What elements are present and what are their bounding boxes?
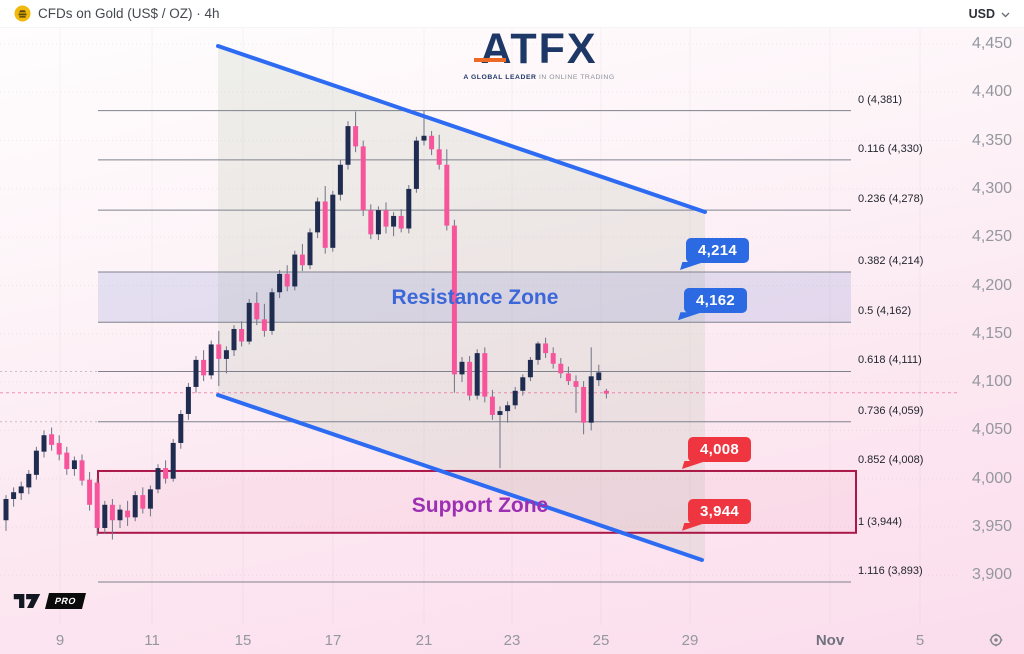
price-callout[interactable]: 3,944 bbox=[682, 498, 752, 531]
tradingview-mark-icon bbox=[13, 593, 41, 609]
fib-level-label: 0 (4,381) bbox=[858, 93, 903, 106]
fib-level-label: 0.618 (4,111) bbox=[858, 354, 922, 367]
symbol-info[interactable]: CFDs on Gold (US$ / OZ) · 4h bbox=[14, 5, 220, 22]
price-tick-label: 4,350 bbox=[972, 131, 1013, 149]
time-tick-label: 23 bbox=[503, 632, 521, 649]
time-tick-label: 9 bbox=[55, 632, 65, 649]
time-tick-label: 17 bbox=[324, 632, 342, 649]
lower-trendline[interactable] bbox=[216, 393, 704, 562]
time-tick-label: 25 bbox=[592, 632, 610, 649]
fib-level-label: 1 (3,944) bbox=[858, 515, 903, 528]
fib-level-label: 0.382 (4,214) bbox=[858, 254, 924, 267]
fib-retracement-lines[interactable] bbox=[0, 110, 851, 583]
price-axis[interactable]: 4,450 4,400 4,350 4,300 4,250 4,200 4,150 4,100… bbox=[960, 0, 1024, 654]
time-tick-label: 21 bbox=[415, 632, 433, 649]
time-tick-label: 5 bbox=[915, 632, 925, 649]
callout-tail bbox=[680, 261, 704, 270]
price-callout[interactable]: 4,214 bbox=[680, 237, 750, 270]
gold-coin-icon bbox=[14, 5, 31, 22]
chevron-down-icon bbox=[1001, 7, 1010, 21]
currency-selector[interactable]: USD bbox=[969, 7, 1010, 21]
fib-level-label: 0.236 (4,278) bbox=[858, 193, 924, 206]
price-tick-label: 4,450 bbox=[972, 35, 1013, 52]
tradingview-logo[interactable]: PRO bbox=[12, 592, 87, 610]
price-callout[interactable]: 4,008 bbox=[682, 436, 752, 469]
atfx-watermark: ATFX A GLOBAL LEADER IN ONLINE TRADING bbox=[460, 26, 618, 82]
price-tick-label: 4,150 bbox=[972, 324, 1013, 342]
fib-level-label: 0.736 (4,059) bbox=[858, 404, 924, 417]
atfx-tagline: A GLOBAL LEADER IN ONLINE TRADING bbox=[463, 74, 615, 82]
time-tick-label: 15 bbox=[234, 632, 252, 649]
time-tick-label: 29 bbox=[681, 632, 699, 649]
upper-trendline[interactable] bbox=[216, 44, 707, 214]
atfx-logo-text: ATFX bbox=[474, 26, 597, 72]
price-tick-label: 4,250 bbox=[972, 228, 1013, 246]
price-tick-label: 4,050 bbox=[972, 421, 1013, 439]
price-tick-label: 4,300 bbox=[972, 179, 1013, 197]
symbol-title: CFDs on Gold (US$ / OZ) · 4h bbox=[38, 6, 220, 21]
time-tick-label: 11 bbox=[144, 632, 160, 649]
price-tick-label: 3,950 bbox=[972, 518, 1013, 535]
fib-level-label: 1.116 (3,893) bbox=[858, 565, 923, 578]
atfx-orange-dash bbox=[474, 58, 507, 62]
price-tick-label: 4,000 bbox=[972, 469, 1013, 487]
chart-header: CFDs on Gold (US$ / OZ) · 4h USD bbox=[0, 0, 1024, 28]
fib-level-label: 0.116 (4,330) bbox=[858, 142, 923, 155]
price-callout[interactable]: 4,162 bbox=[678, 288, 748, 321]
fib-level-label: 0.5 (4,162) bbox=[858, 305, 912, 318]
pro-badge: PRO bbox=[45, 593, 87, 609]
price-tick-label: 4,200 bbox=[972, 276, 1013, 294]
support-zone-label: Support Zone bbox=[411, 494, 549, 517]
resistance-zone-label: Resistance Zone bbox=[391, 286, 559, 309]
horizontal-gridlines bbox=[0, 43, 960, 576]
price-tick-label: 4,400 bbox=[972, 83, 1013, 101]
callout-tail bbox=[678, 312, 702, 321]
fib-level-label: 0.852 (4,008) bbox=[858, 453, 924, 466]
time-axis[interactable]: 9 11 15 17 21 23 25 29 Nov 5 bbox=[0, 625, 1024, 654]
candlestick-series bbox=[3, 110, 609, 540]
callout-tail bbox=[682, 522, 706, 531]
price-tick-label: 4,100 bbox=[972, 373, 1013, 391]
gear-icon[interactable] bbox=[989, 633, 1003, 652]
callout-tail bbox=[682, 460, 706, 469]
currency-label: USD bbox=[968, 6, 995, 21]
vertical-gridlines bbox=[59, 28, 921, 625]
time-tick-label: Nov bbox=[815, 632, 845, 649]
price-tick-label: 3,900 bbox=[972, 566, 1013, 584]
